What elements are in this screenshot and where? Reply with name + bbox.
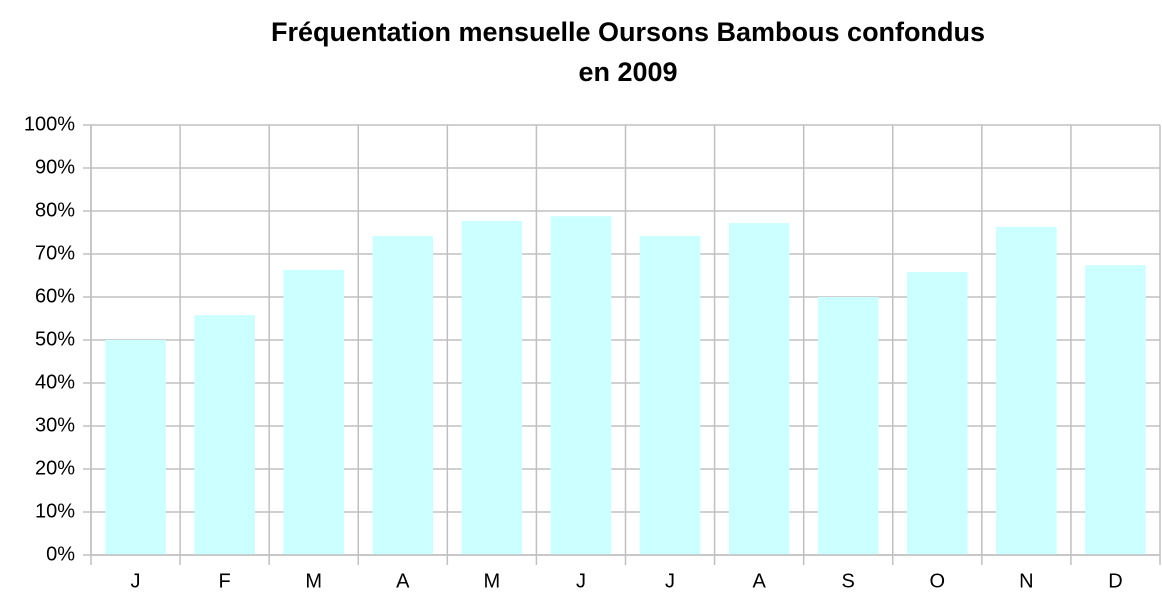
y-tick-label: 100% [24, 113, 75, 135]
bar [907, 272, 968, 555]
x-tick-label: M [484, 570, 501, 592]
chart-title: en 2009 [578, 57, 677, 87]
x-tick-label: J [665, 570, 675, 592]
x-tick-label: M [305, 570, 322, 592]
bar [996, 226, 1057, 555]
x-tick-label: J [131, 570, 141, 592]
y-tick-label: 10% [35, 500, 75, 522]
x-tick-label: N [1019, 570, 1033, 592]
bar [639, 235, 701, 555]
x-tick-label: S [842, 570, 855, 592]
x-tick-label: J [576, 570, 586, 592]
y-tick-label: 90% [35, 156, 75, 178]
bar [461, 220, 523, 555]
y-tick-label: 30% [35, 414, 75, 436]
bar [728, 223, 790, 556]
y-tick-label: 80% [35, 199, 75, 221]
chart-title: Fréquentation mensuelle Oursons Bambous … [271, 17, 985, 47]
bar [105, 340, 166, 555]
bar [372, 235, 434, 555]
x-tick-label: O [930, 570, 946, 592]
y-tick-label: 40% [35, 371, 75, 393]
bar [817, 297, 879, 555]
y-tick-label: 0% [46, 543, 75, 565]
bar [550, 216, 612, 555]
y-tick-label: 60% [35, 285, 75, 307]
bar [283, 269, 344, 555]
x-tick-label: A [752, 570, 766, 592]
y-tick-label: 20% [35, 457, 75, 479]
y-tick-label: 50% [35, 328, 75, 350]
y-tick-label: 70% [35, 242, 75, 264]
bar [1085, 265, 1146, 555]
x-tick-label: F [219, 570, 231, 592]
x-tick-label: A [396, 570, 410, 592]
x-tick-label: D [1108, 570, 1122, 592]
bar [194, 315, 255, 555]
